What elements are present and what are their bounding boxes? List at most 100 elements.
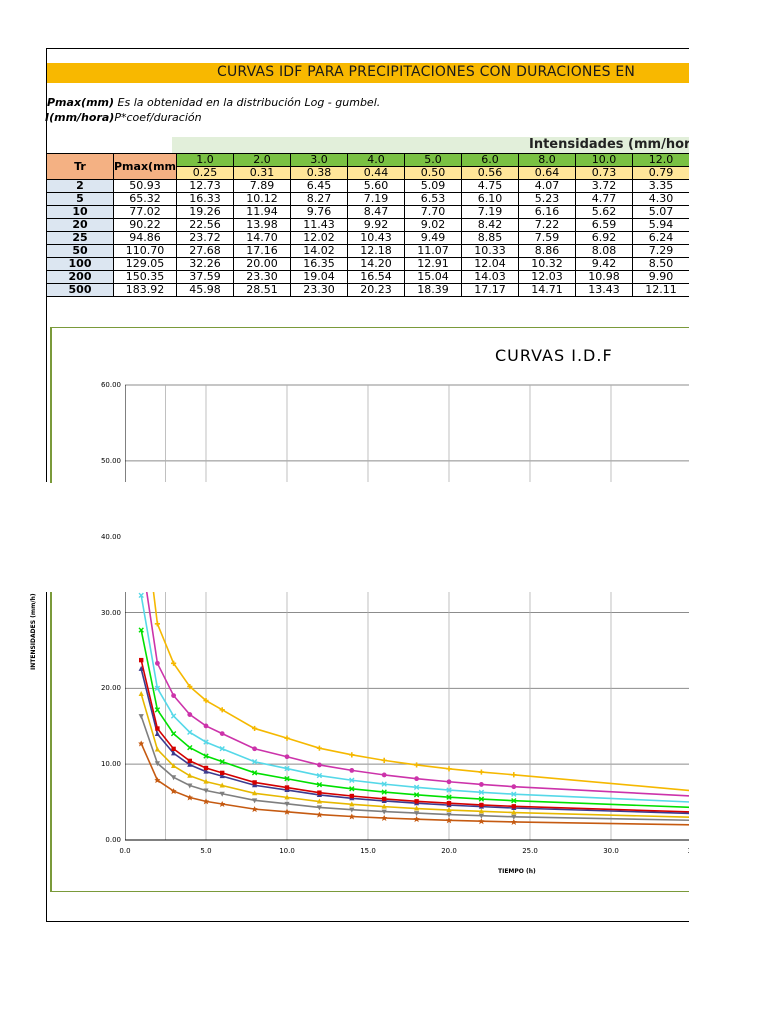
data-point xyxy=(138,627,144,633)
data-point xyxy=(381,757,387,763)
data-point xyxy=(284,801,290,807)
data-point xyxy=(187,744,193,751)
pmax-cell: 183.92 xyxy=(113,283,177,297)
data-point xyxy=(171,693,177,699)
data-point xyxy=(413,784,420,790)
data-point xyxy=(170,730,177,737)
data-point xyxy=(139,657,144,663)
coef-header-cell: 0.44 xyxy=(347,166,405,180)
return-period-cell: 100 xyxy=(46,257,114,271)
data-point xyxy=(203,788,209,794)
data-point xyxy=(252,798,258,804)
data-point xyxy=(219,773,225,779)
series-line-tr-500 xyxy=(140,491,690,792)
data-point xyxy=(510,818,517,825)
data-point xyxy=(154,777,161,784)
data-point xyxy=(446,794,452,800)
duration-header-cell: 12.0 xyxy=(632,153,690,167)
data-point xyxy=(219,782,225,788)
series-line-tr-50 xyxy=(140,629,690,809)
data-point xyxy=(511,804,516,809)
data-point xyxy=(154,707,161,713)
data-point xyxy=(349,801,355,807)
data-point xyxy=(187,772,193,778)
page-title: CURVAS IDF PARA PRECIPITACIONES CON DURA… xyxy=(217,64,636,80)
sheet-top-border xyxy=(46,48,689,49)
intensity-cell: 28.51 xyxy=(233,283,291,297)
return-period-cell: 25 xyxy=(46,231,114,245)
intensity-cell: 23.30 xyxy=(290,283,348,297)
chart-title: CURVAS I.D.F xyxy=(495,346,613,365)
data-point xyxy=(446,766,452,772)
duration-header-cell: 1.0 xyxy=(176,153,234,167)
data-point xyxy=(349,807,355,813)
data-point xyxy=(203,697,209,704)
data-point xyxy=(316,745,322,751)
data-point xyxy=(446,779,452,785)
data-point xyxy=(381,789,387,795)
data-point xyxy=(170,713,177,719)
table-row: 500 183.92 45.98 28.51 23.30 20.23 18.39 17.17 1… xyxy=(46,283,690,297)
data-point xyxy=(138,488,144,494)
data-point xyxy=(155,726,160,731)
data-point xyxy=(252,746,257,752)
page-clip-right xyxy=(689,48,768,928)
data-point xyxy=(414,776,419,782)
data-point xyxy=(478,796,485,802)
note-intensity-text: P*coef/duración xyxy=(114,111,202,124)
data-point xyxy=(203,723,209,729)
data-point xyxy=(219,791,225,797)
sheet-bottom-border xyxy=(46,921,689,922)
data-point xyxy=(154,761,160,767)
series-line-tr-20 xyxy=(140,668,690,815)
intensity-cell: 14.71 xyxy=(518,283,576,297)
data-point xyxy=(349,777,355,783)
note-pmax: Pmax(mm) Es la obtenidad en la distribuc… xyxy=(47,96,380,109)
series-line-tr-10 xyxy=(140,693,690,819)
y-axis-title: INTENSIDADES (mm/h) xyxy=(30,593,37,670)
data-point xyxy=(414,762,420,768)
data-point xyxy=(171,746,176,752)
data-point xyxy=(251,759,258,765)
data-point xyxy=(381,815,388,822)
data-point xyxy=(381,803,387,809)
note-pmax-text: Es la obtenidad en la distribución Log -… xyxy=(114,96,381,109)
chart-frame-bottom xyxy=(50,592,692,892)
y-tick-label: 60.00 xyxy=(100,381,121,389)
data-point xyxy=(203,768,209,774)
y-tick-label: 40.00 xyxy=(100,532,121,541)
data-point xyxy=(203,798,209,805)
data-point xyxy=(284,794,290,800)
data-point xyxy=(479,782,484,787)
data-point xyxy=(187,729,193,736)
note-intensity-term: I(mm/hora) xyxy=(45,111,115,124)
data-point xyxy=(349,752,355,758)
data-point xyxy=(252,780,257,785)
table-row: 2 50.93 12.73 7.89 6.45 5.60 5.09 4.75 4.07 3.72 3… xyxy=(46,179,690,193)
data-point xyxy=(381,809,387,815)
data-point xyxy=(220,770,225,776)
data-point xyxy=(446,807,452,813)
data-point xyxy=(138,690,144,696)
data-point xyxy=(284,765,290,772)
x-axis-title: TIEMPO (h) xyxy=(498,868,536,875)
data-point xyxy=(154,621,160,627)
series-line-tr-5 xyxy=(140,715,690,822)
data-point xyxy=(203,753,209,759)
intensity-cell: 18.39 xyxy=(404,283,462,297)
data-point xyxy=(511,791,517,797)
data-point xyxy=(203,739,209,745)
series-line-tr-2 xyxy=(140,743,690,826)
data-point xyxy=(511,798,517,804)
data-point xyxy=(414,811,420,817)
intensities-header: Intensidades (mm/hor xyxy=(172,137,718,153)
data-point xyxy=(348,813,355,820)
intensities-header-label: Intensidades (mm/hor xyxy=(529,137,691,152)
data-point xyxy=(171,750,177,756)
data-point xyxy=(479,802,484,808)
data-point xyxy=(219,758,225,765)
data-point xyxy=(446,801,452,806)
data-point xyxy=(316,805,322,811)
intensity-cell: 13.43 xyxy=(575,283,633,297)
